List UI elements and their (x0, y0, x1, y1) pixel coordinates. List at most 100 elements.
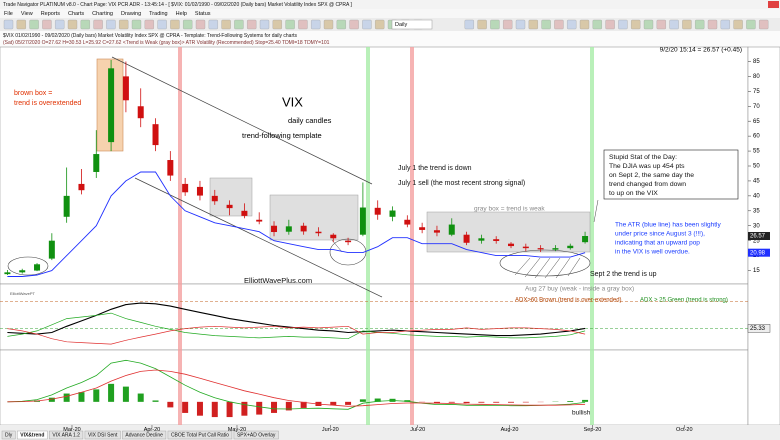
tab[interactable] (84, 430, 121, 440)
toolbar-button[interactable] (477, 19, 487, 30)
candle-body (285, 226, 292, 232)
tab-label[interactable]: SPX+AD Overlay (237, 433, 276, 439)
toolbar-button[interactable] (746, 19, 756, 30)
toolbar-button[interactable] (554, 19, 564, 30)
toolbar-button[interactable] (144, 19, 154, 30)
menu-item[interactable]: File (4, 11, 13, 17)
y-tick-label: 35 (753, 208, 760, 214)
toolbar-button[interactable] (234, 19, 244, 30)
tab[interactable] (1, 430, 16, 440)
toolbar-button[interactable] (541, 19, 551, 30)
menu-item[interactable]: Status (195, 11, 211, 17)
window-controls[interactable] (748, 1, 779, 8)
menu-bar (0, 9, 780, 18)
toolbar-button[interactable] (695, 19, 705, 30)
menu-item[interactable]: Reports (41, 11, 61, 17)
toolbar-button[interactable] (528, 19, 538, 30)
toolbar-button[interactable] (29, 19, 39, 30)
toolbar-button[interactable] (707, 19, 718, 30)
toolbar-button[interactable] (195, 19, 206, 30)
period-select[interactable] (391, 19, 433, 30)
toolbar-button[interactable] (285, 19, 295, 30)
toolbar-button[interactable] (336, 19, 346, 30)
x-tick-label: Mar-20 (63, 427, 80, 433)
tab[interactable] (49, 430, 84, 440)
window-title: Trade Navigator PLATINUM v8.0 - Chart Pa… (3, 2, 352, 8)
menu-item[interactable]: Help (176, 11, 187, 17)
tab[interactable] (17, 430, 48, 440)
toolbar-button[interactable] (183, 19, 193, 30)
minimize-button[interactable] (748, 1, 757, 8)
toolbar-button[interactable] (67, 19, 78, 30)
menu-item[interactable]: Charting (92, 11, 113, 17)
candle-body (63, 195, 70, 217)
toolbar-button[interactable] (515, 19, 526, 30)
toolbar-button[interactable] (55, 19, 65, 30)
toolbar-button[interactable] (682, 19, 692, 30)
toolbar-button[interactable] (157, 19, 167, 30)
toolbar-icons (3, 19, 769, 30)
toolbar-button[interactable] (605, 19, 615, 30)
maximize-button[interactable] (758, 1, 767, 8)
macd-bar (345, 401, 352, 405)
toolbar-button[interactable] (592, 19, 602, 30)
toolbar-button[interactable] (170, 19, 180, 30)
toolbar-button[interactable] (349, 19, 359, 30)
candle-body (211, 195, 218, 202)
toolbar-button[interactable] (272, 19, 282, 30)
toolbar-button[interactable] (464, 19, 474, 30)
toolbar-button[interactable] (631, 19, 641, 30)
toolbar-button[interactable] (759, 19, 769, 30)
toolbar-button[interactable] (80, 19, 90, 30)
tab-label[interactable]: VIX DSI Sent (88, 433, 118, 439)
toolbar-button[interactable] (221, 19, 231, 30)
toolbar-button[interactable] (311, 19, 321, 30)
toolbar-button[interactable] (3, 19, 14, 30)
toolbar-button[interactable] (119, 19, 129, 30)
period-value[interactable]: Daily (395, 22, 407, 28)
toolbar-button[interactable] (720, 19, 730, 30)
toolbar-button[interactable] (503, 19, 513, 30)
toolbar-button[interactable] (247, 19, 257, 30)
tab-label[interactable]: Advance Decline (125, 433, 163, 439)
adx-panel (0, 283, 749, 351)
chart-subtitle: daily candles (288, 116, 332, 125)
menu-item[interactable]: Charts (68, 11, 84, 17)
toolbar-button[interactable] (298, 19, 308, 30)
toolbar-button[interactable] (259, 19, 270, 30)
toolbar-button[interactable] (656, 19, 666, 30)
tab[interactable] (233, 430, 279, 440)
tab-label[interactable]: VIX&trend (20, 433, 44, 439)
toolbar-button[interactable] (323, 19, 334, 30)
annotation: Aug 27 buy (weak - inside a gray box) (525, 286, 634, 293)
toolbar-button[interactable] (93, 19, 103, 30)
close-button[interactable] (768, 1, 779, 8)
candle-body (182, 183, 189, 193)
toolbar-button[interactable] (618, 19, 628, 30)
toolbar-button[interactable] (375, 19, 385, 30)
tab-label[interactable]: VIX ARA 1.2 (52, 433, 80, 439)
tab-label[interactable]: CBOE Total Put Call Ratio (171, 433, 229, 439)
menu-item[interactable]: Drawing (121, 11, 141, 17)
toolbar-button[interactable] (669, 19, 679, 30)
toolbar-button[interactable] (643, 19, 654, 30)
tab-label[interactable]: Dly (5, 433, 13, 439)
toolbar-button[interactable] (490, 19, 500, 30)
toolbar-button[interactable] (42, 19, 52, 30)
menu-item[interactable]: View (21, 11, 33, 17)
toolbar-button[interactable] (16, 19, 26, 30)
macd-bar (493, 401, 500, 403)
toolbar-button[interactable] (567, 19, 577, 30)
toolbar-button[interactable] (733, 19, 743, 30)
menu-item[interactable]: Trading (149, 11, 167, 17)
toolbar-button[interactable] (579, 19, 590, 30)
toolbar-button[interactable] (106, 19, 116, 30)
highlight-ellipse (7, 256, 49, 276)
toolbar-button[interactable] (362, 19, 372, 30)
tab[interactable] (122, 430, 167, 440)
tab[interactable] (167, 430, 233, 440)
last-price-box (748, 231, 770, 240)
toolbar-button[interactable] (131, 19, 142, 30)
toolbar-button[interactable] (208, 19, 218, 30)
macd-bar (122, 386, 129, 402)
